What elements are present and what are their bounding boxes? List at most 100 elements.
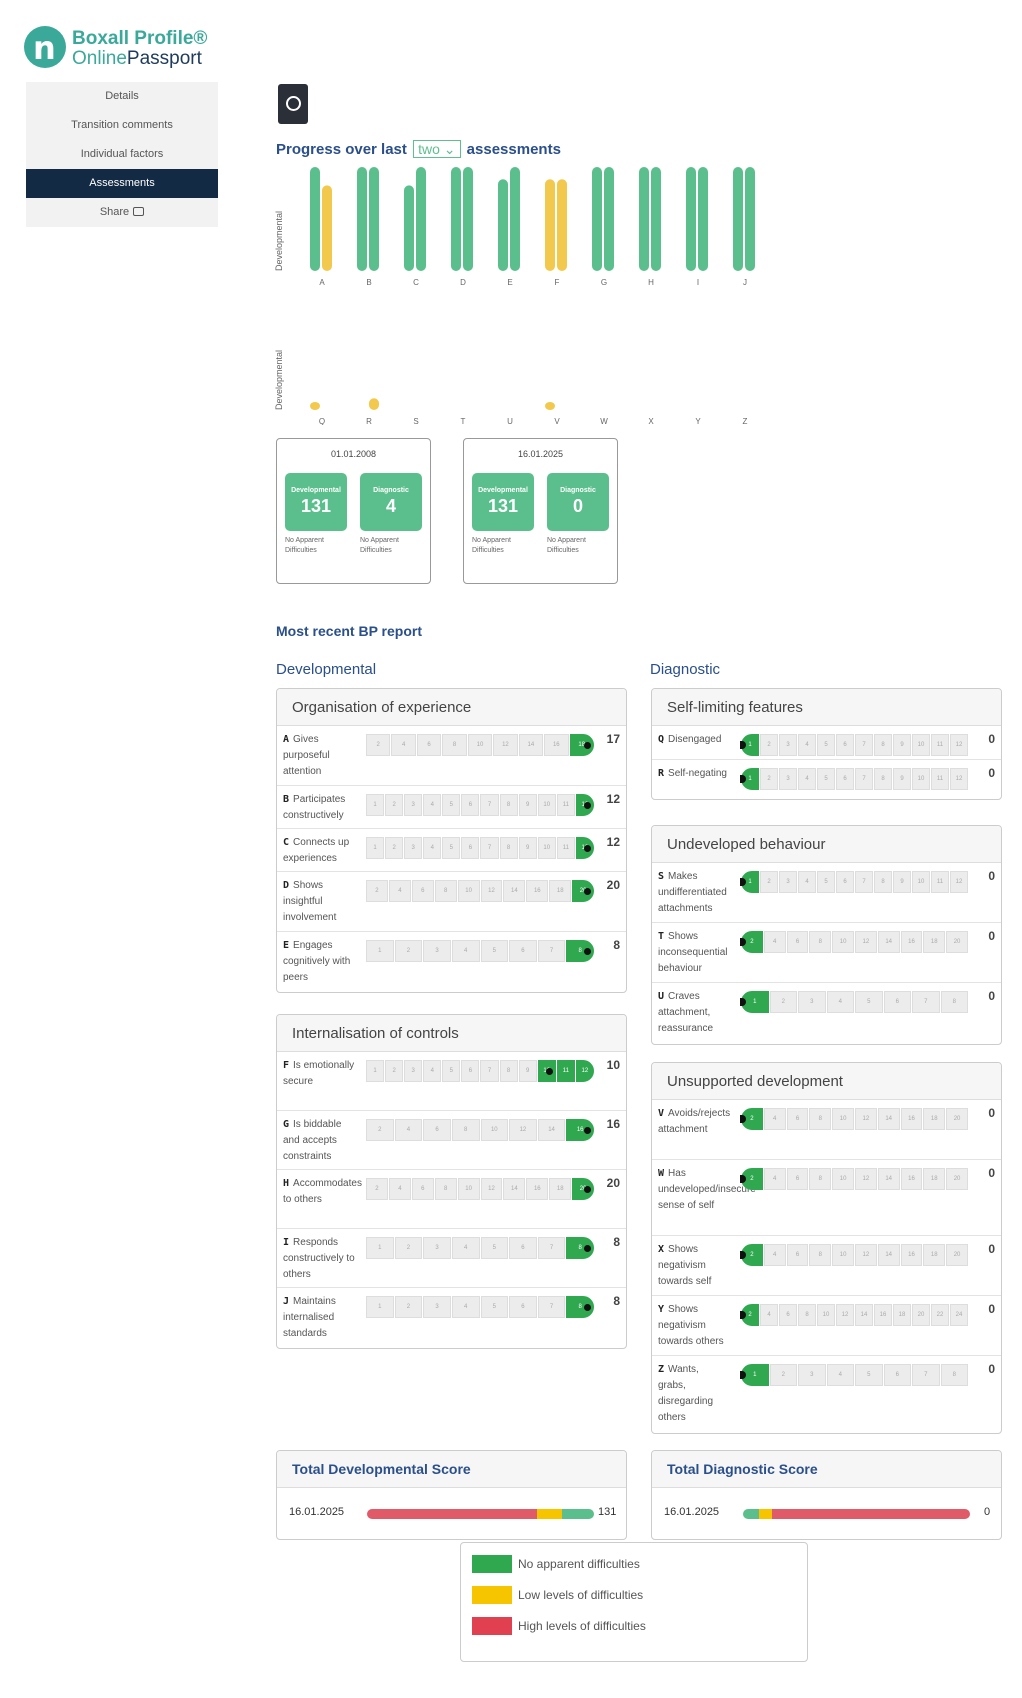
nav-item-individual-factors[interactable]: Individual factors [80, 148, 164, 160]
score-cell: 16 [526, 1178, 549, 1200]
score-row: Q Disengaged 1 2 3 4 5 6 7 8 9 10 11 12 0 [652, 726, 1001, 760]
chart-x-tick: R [366, 417, 372, 425]
row-label: I Responds constructively to others [283, 1237, 355, 1280]
nav-item-share[interactable]: Share [26, 198, 218, 227]
score-cell: 6 [836, 734, 854, 756]
row-code: E [283, 940, 290, 951]
score-cell: 2 [760, 768, 778, 790]
score-cell: 10 [912, 734, 930, 756]
row-label: V Avoids/rejects attachment [658, 1108, 731, 1135]
score-cell: 20 [912, 1304, 930, 1326]
score-cell: 4 [423, 837, 442, 859]
assessment-summary-card[interactable]: 16.01.2025 Developmental 131 Diagnostic 0 … [463, 438, 618, 584]
score-cell: 10 [832, 1108, 854, 1130]
score-cell: 4 [798, 734, 816, 756]
chart-y-label: Developmental [274, 211, 284, 271]
chart-bar [604, 167, 614, 271]
score-marker [740, 1311, 746, 1319]
score-cell: 14 [877, 1244, 900, 1266]
score-cell: 1 [366, 794, 385, 816]
diagnostic-progress-chart: Developmental Q R S T U V W X Y Z [274, 350, 748, 425]
row-code: R [658, 768, 665, 779]
row-score: 0 [988, 1302, 995, 1316]
row-label: A Gives purposeful attention [283, 734, 330, 777]
nav-item-details[interactable]: Details [105, 90, 139, 102]
score-marker [584, 888, 592, 895]
card-date: 16.01.2025 [517, 449, 564, 459]
score-marker [740, 878, 746, 886]
row-code: G [283, 1119, 290, 1130]
score-cell: 8 [874, 871, 892, 893]
score-cell: 12 [575, 837, 594, 859]
score-cell: 6 [411, 1178, 434, 1200]
score-cell: 3 [404, 1060, 423, 1082]
score-cell: 4 [826, 1364, 854, 1386]
score-cell: 4 [798, 871, 816, 893]
assessments-count-select[interactable]: two ⌄ [413, 140, 461, 158]
report-title: Most recent BP report [276, 623, 422, 639]
score-cell: 16 [566, 1119, 594, 1141]
chart-x-tick: D [460, 278, 466, 287]
score-cell: 5 [817, 768, 835, 790]
tile-value: 131 [487, 496, 519, 516]
progress-suffix: assessments [466, 141, 561, 158]
score-marker [584, 1304, 591, 1311]
panel-title: Internalisation of controls [277, 1015, 626, 1052]
chart-bar [545, 402, 555, 410]
score-cell: 18 [569, 734, 594, 756]
total-developmental-title: Total Developmental Score [277, 1451, 626, 1488]
score-cell: 3 [423, 1237, 451, 1259]
row-score: 0 [988, 1166, 995, 1180]
assessment-summary-card[interactable]: 01.01.2008 Developmental 131 Diagnostic 4 … [276, 438, 431, 584]
score-row: Y Shows negativism towards others 2 4 6 8 10 12… [652, 1296, 1001, 1356]
score-cell: 9 [518, 794, 537, 816]
score-cell: 7 [855, 768, 873, 790]
row-code: Q [658, 734, 665, 745]
row-code: A [283, 734, 290, 745]
row-code: J [283, 1296, 290, 1307]
diagnostic-score-tile: Diagnostic 0 [547, 473, 609, 531]
row-score: 20 [606, 878, 620, 892]
score-cell: 2 [366, 880, 388, 902]
tile-label: Developmental [478, 487, 528, 494]
score-cell: 8 [442, 734, 467, 756]
score-cell: 9 [518, 1060, 537, 1082]
score-cell: 1 [366, 1296, 394, 1318]
row-score: 8 [613, 1294, 620, 1308]
diagnostic-note: No Apparent Difficulties [547, 537, 586, 554]
score-marker [545, 1068, 553, 1075]
score-cell: 4 [826, 991, 854, 1013]
developmental-progress-chart: Developmental A B C D E F G H I J [274, 167, 755, 287]
score-cell: 14 [518, 734, 544, 756]
panel-title: Undeveloped behaviour [652, 826, 1001, 863]
chart-x-tick: T [461, 417, 466, 425]
report-panel: Unsupported development V Avoids/rejects a… [651, 1062, 1002, 1434]
developmental-note: No Apparent Difficulties [472, 537, 511, 554]
score-cell: 22 [931, 1304, 949, 1326]
score-cell: 7 [537, 1237, 566, 1259]
logo-title: Boxall Profile® [72, 28, 208, 49]
score-row: W Has undeveloped/insecure sense of self 2… [652, 1160, 1001, 1236]
score-cell: 10 [467, 734, 493, 756]
score-cell: 4 [451, 1237, 480, 1259]
row-score: 0 [988, 766, 995, 780]
nav-item-assessments[interactable]: Assessments [26, 169, 218, 198]
passport-icon [275, 81, 308, 124]
score-cell: 16 [874, 1304, 892, 1326]
score-cell: 18 [923, 1244, 946, 1266]
chart-x-tick: X [648, 417, 654, 425]
row-code: Y [658, 1304, 665, 1315]
score-cell: 6 [779, 1304, 797, 1326]
score-cell: 8 [499, 837, 518, 859]
nav-item-transition-comments[interactable]: Transition comments [71, 119, 173, 131]
tile-label: Diagnostic [560, 487, 596, 494]
score-cell: 10 [537, 1060, 556, 1082]
score-cell: 9 [518, 837, 537, 859]
score-cell: 8 [874, 768, 892, 790]
